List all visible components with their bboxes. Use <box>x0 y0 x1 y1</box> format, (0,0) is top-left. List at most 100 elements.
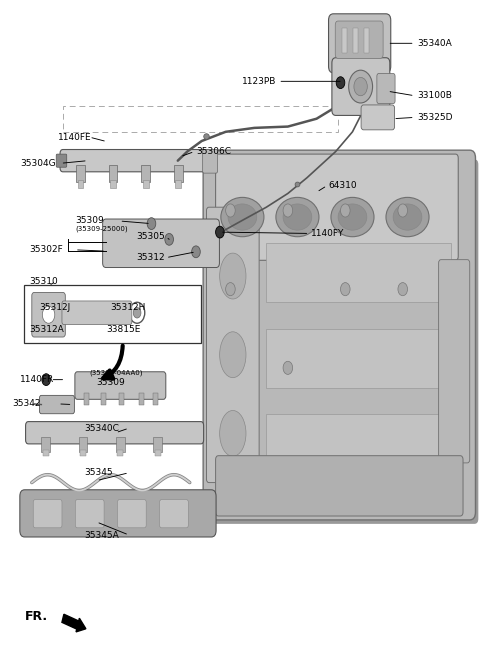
FancyBboxPatch shape <box>206 207 259 483</box>
Bar <box>342 28 347 53</box>
Bar <box>63 106 338 132</box>
Text: 1140FY: 1140FY <box>311 229 344 238</box>
Bar <box>101 394 106 405</box>
Bar <box>140 394 144 405</box>
Circle shape <box>283 361 293 374</box>
FancyBboxPatch shape <box>32 292 65 337</box>
FancyBboxPatch shape <box>335 21 383 58</box>
Bar <box>364 28 369 53</box>
Text: 35306C: 35306C <box>196 147 231 156</box>
Bar <box>109 166 118 182</box>
Circle shape <box>130 302 145 323</box>
Ellipse shape <box>220 411 246 457</box>
Text: 35312J: 35312J <box>39 303 70 312</box>
Text: 1140FE: 1140FE <box>58 133 92 141</box>
FancyBboxPatch shape <box>159 499 188 528</box>
FancyBboxPatch shape <box>439 260 470 463</box>
Bar <box>76 166 85 182</box>
Bar <box>153 394 157 405</box>
Bar <box>353 28 358 53</box>
Bar <box>154 438 162 452</box>
Bar <box>175 179 181 188</box>
FancyBboxPatch shape <box>328 14 391 73</box>
Bar <box>78 179 84 188</box>
Circle shape <box>398 283 408 296</box>
Bar <box>142 166 150 182</box>
Text: 35302F: 35302F <box>29 245 63 254</box>
Bar <box>41 438 50 452</box>
FancyBboxPatch shape <box>332 58 390 116</box>
Text: 35342: 35342 <box>12 399 41 409</box>
Ellipse shape <box>331 197 374 237</box>
FancyBboxPatch shape <box>25 422 204 444</box>
Circle shape <box>147 217 156 229</box>
Circle shape <box>226 204 235 217</box>
Circle shape <box>42 374 50 386</box>
FancyBboxPatch shape <box>103 219 219 267</box>
Circle shape <box>354 78 367 96</box>
FancyBboxPatch shape <box>203 150 217 173</box>
Ellipse shape <box>393 204 422 230</box>
Text: FR.: FR. <box>24 610 48 623</box>
Bar <box>266 328 451 388</box>
Text: 33815E: 33815E <box>106 325 140 334</box>
Bar <box>266 243 451 302</box>
Ellipse shape <box>283 204 312 230</box>
Ellipse shape <box>228 204 257 230</box>
Text: 1123PB: 1123PB <box>241 77 276 86</box>
Text: 35312A: 35312A <box>29 325 64 334</box>
Bar <box>80 450 86 457</box>
FancyBboxPatch shape <box>62 301 132 325</box>
FancyBboxPatch shape <box>20 489 216 537</box>
FancyBboxPatch shape <box>75 499 104 528</box>
Bar <box>79 438 87 452</box>
Circle shape <box>192 246 200 258</box>
Text: 35309: 35309 <box>75 216 104 225</box>
Bar <box>43 450 48 457</box>
Text: 35345A: 35345A <box>84 530 119 539</box>
FancyBboxPatch shape <box>203 150 476 520</box>
Circle shape <box>216 226 224 238</box>
FancyBboxPatch shape <box>118 499 146 528</box>
Bar <box>120 394 124 405</box>
Circle shape <box>398 204 408 217</box>
FancyBboxPatch shape <box>361 105 395 130</box>
Bar <box>110 179 116 188</box>
Text: 35340C: 35340C <box>84 424 120 433</box>
FancyBboxPatch shape <box>56 154 67 168</box>
Text: 35312H: 35312H <box>110 303 145 312</box>
Bar <box>118 450 123 457</box>
Bar <box>116 438 125 452</box>
Text: 33100B: 33100B <box>417 91 452 101</box>
Bar <box>84 394 89 405</box>
Circle shape <box>226 283 235 296</box>
FancyBboxPatch shape <box>377 74 395 104</box>
Text: 1140FR: 1140FR <box>20 375 54 384</box>
FancyBboxPatch shape <box>210 160 479 524</box>
Text: 35325D: 35325D <box>417 113 453 122</box>
Circle shape <box>165 233 173 245</box>
Text: 35304G: 35304G <box>20 159 56 168</box>
Text: 35309: 35309 <box>96 378 125 387</box>
FancyBboxPatch shape <box>33 499 62 528</box>
Circle shape <box>133 307 141 318</box>
Text: (35309-25000): (35309-25000) <box>75 225 128 232</box>
Text: 35310: 35310 <box>29 277 58 286</box>
Ellipse shape <box>220 332 246 378</box>
FancyArrow shape <box>62 614 86 632</box>
Ellipse shape <box>276 197 319 237</box>
Ellipse shape <box>221 197 264 237</box>
Bar <box>174 166 182 182</box>
Text: 35312: 35312 <box>136 253 165 262</box>
FancyBboxPatch shape <box>60 150 212 172</box>
FancyBboxPatch shape <box>75 372 166 399</box>
Circle shape <box>42 306 55 323</box>
Ellipse shape <box>338 204 367 230</box>
Bar <box>266 414 451 473</box>
Text: 35345: 35345 <box>84 468 113 477</box>
Bar <box>143 179 149 188</box>
FancyBboxPatch shape <box>39 396 74 414</box>
FancyArrowPatch shape <box>103 346 123 378</box>
Circle shape <box>340 283 350 296</box>
Ellipse shape <box>220 253 246 299</box>
